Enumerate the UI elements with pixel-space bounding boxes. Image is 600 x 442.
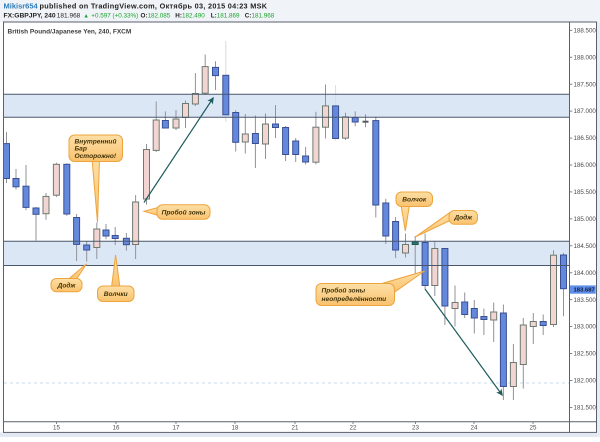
svg-text:184.000: 184.000 — [574, 270, 597, 277]
svg-text:23: 23 — [412, 425, 419, 432]
svg-text:O:182.085: O:182.085 — [141, 13, 171, 20]
svg-text:15: 15 — [53, 425, 60, 432]
svg-text:22: 22 — [350, 425, 357, 432]
svg-text:C:181.968: C:181.968 — [245, 13, 275, 20]
svg-text:181.500: 181.500 — [574, 405, 597, 412]
svg-text:181.968: 181.968 — [57, 13, 81, 20]
svg-text:17: 17 — [173, 425, 180, 432]
svg-text:16: 16 — [113, 425, 120, 432]
svg-text:published on TradingView.com,: published on TradingView.com, Октябрь 03… — [40, 1, 268, 10]
svg-text:FX:GBPJPY, 240: FX:GBPJPY, 240 — [4, 13, 56, 20]
svg-text:Осторожно!: Осторожно! — [75, 153, 117, 160]
svg-text:182.000: 182.000 — [574, 378, 597, 385]
svg-text:183.687: 183.687 — [574, 288, 596, 294]
svg-text:188.500: 188.500 — [574, 27, 597, 34]
svg-text:184.500: 184.500 — [574, 243, 597, 250]
svg-text:Волчок: Волчок — [402, 197, 427, 204]
svg-text:182.500: 182.500 — [574, 351, 597, 358]
svg-text:L:181.869: L:181.869 — [211, 13, 240, 20]
svg-text:187.000: 187.000 — [574, 108, 597, 115]
svg-text:18: 18 — [232, 425, 239, 432]
svg-text:H:182.490: H:182.490 — [175, 13, 205, 20]
svg-text:Пробой зоны: Пробой зоны — [322, 287, 366, 295]
svg-text:187.500: 187.500 — [574, 81, 597, 88]
svg-text:неопределённости: неопределённости — [322, 295, 387, 303]
svg-text:183.500: 183.500 — [574, 297, 597, 304]
svg-text:Додж: Додж — [453, 214, 473, 222]
svg-text:183.000: 183.000 — [574, 324, 597, 331]
svg-text:185.500: 185.500 — [574, 189, 597, 196]
svg-text:Mikisr654: Mikisr654 — [4, 1, 39, 10]
svg-text:Внутренний: Внутренний — [75, 137, 117, 145]
svg-text:25: 25 — [530, 425, 537, 432]
svg-text:186.000: 186.000 — [574, 162, 597, 169]
svg-text:▲: ▲ — [83, 13, 89, 19]
svg-text:188.000: 188.000 — [574, 54, 597, 61]
svg-text:+0.597 (+0.33%): +0.597 (+0.33%) — [91, 13, 138, 20]
svg-text:186.500: 186.500 — [574, 135, 597, 142]
svg-text:24: 24 — [471, 425, 478, 432]
svg-text:Волчки: Волчки — [104, 291, 128, 298]
svg-text:Бар: Бар — [75, 146, 87, 153]
svg-text:185.000: 185.000 — [574, 216, 597, 223]
svg-text:Пробой зоны: Пробой зоны — [162, 208, 206, 216]
svg-text:21: 21 — [292, 425, 299, 432]
svg-text:British Pound/Japanese Yen, 24: British Pound/Japanese Yen, 240, FXCM — [8, 29, 132, 36]
svg-text:Додж: Додж — [57, 282, 77, 290]
